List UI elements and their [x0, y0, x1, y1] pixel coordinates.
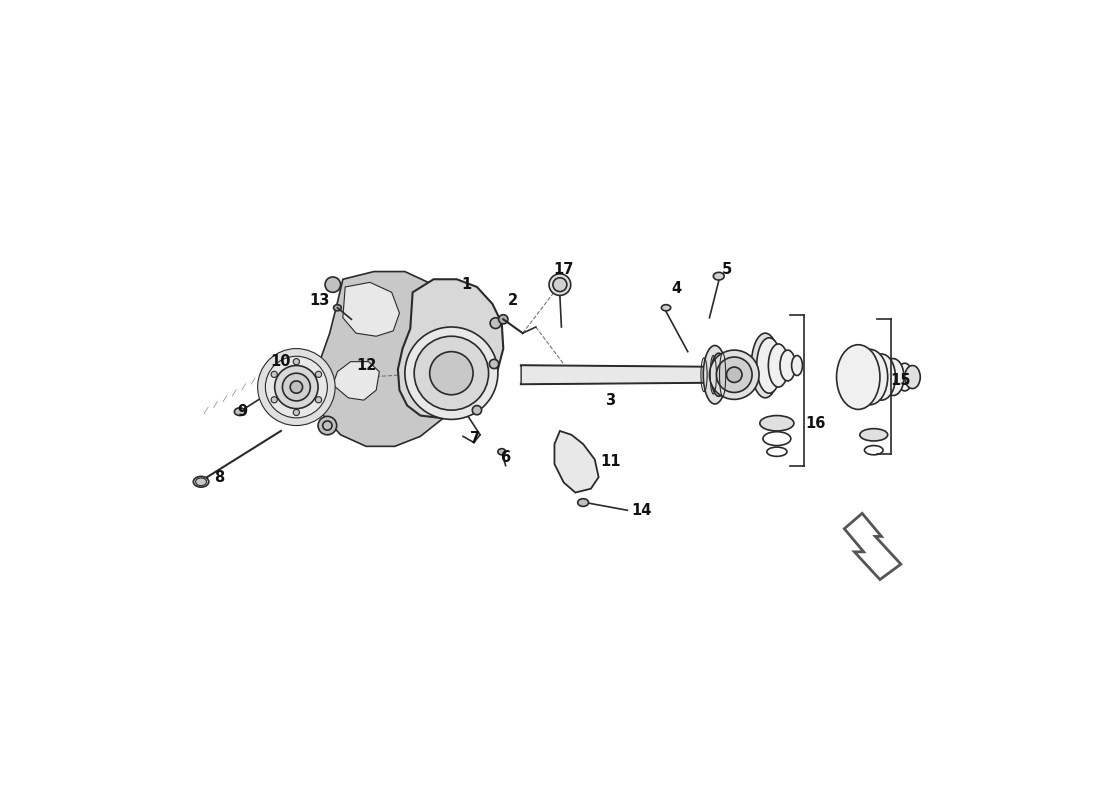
Ellipse shape	[852, 350, 888, 405]
Text: 7: 7	[470, 431, 480, 446]
Ellipse shape	[405, 327, 498, 419]
Circle shape	[316, 371, 321, 378]
Ellipse shape	[491, 318, 501, 329]
Ellipse shape	[472, 406, 482, 414]
Text: 3: 3	[605, 393, 615, 408]
Circle shape	[271, 397, 277, 403]
Ellipse shape	[703, 346, 726, 404]
Ellipse shape	[661, 305, 671, 311]
Ellipse shape	[194, 476, 209, 487]
Ellipse shape	[430, 352, 473, 394]
Polygon shape	[398, 279, 504, 418]
Ellipse shape	[726, 367, 742, 382]
Text: 17: 17	[553, 262, 574, 277]
Text: 13: 13	[309, 293, 330, 307]
Circle shape	[294, 358, 299, 365]
Ellipse shape	[415, 336, 488, 410]
Ellipse shape	[896, 363, 913, 391]
Text: 5: 5	[722, 262, 732, 277]
Ellipse shape	[326, 277, 341, 292]
Ellipse shape	[234, 408, 245, 415]
Ellipse shape	[844, 348, 862, 406]
Ellipse shape	[836, 345, 880, 410]
Ellipse shape	[713, 272, 724, 280]
Circle shape	[294, 410, 299, 415]
Ellipse shape	[490, 359, 498, 369]
Ellipse shape	[265, 356, 328, 418]
Text: 1: 1	[462, 277, 472, 292]
Ellipse shape	[792, 355, 802, 375]
Ellipse shape	[318, 416, 337, 435]
Text: 6: 6	[500, 450, 510, 466]
Ellipse shape	[760, 415, 794, 431]
Ellipse shape	[710, 350, 759, 399]
Polygon shape	[343, 282, 399, 336]
Ellipse shape	[751, 333, 779, 398]
Ellipse shape	[553, 278, 566, 291]
Ellipse shape	[578, 498, 588, 506]
Text: 16: 16	[805, 416, 826, 430]
Text: 4: 4	[671, 281, 681, 296]
Polygon shape	[333, 362, 380, 400]
Polygon shape	[554, 431, 598, 493]
Text: 15: 15	[891, 374, 911, 389]
Ellipse shape	[549, 274, 571, 295]
Polygon shape	[521, 366, 715, 384]
Ellipse shape	[780, 350, 795, 381]
Ellipse shape	[275, 366, 318, 409]
Text: 9: 9	[238, 404, 248, 419]
Polygon shape	[317, 271, 462, 446]
Polygon shape	[845, 514, 901, 579]
Ellipse shape	[290, 381, 303, 394]
Ellipse shape	[716, 357, 752, 393]
Ellipse shape	[498, 449, 506, 455]
Circle shape	[271, 371, 277, 378]
Text: 2: 2	[508, 293, 518, 307]
Ellipse shape	[283, 373, 310, 401]
Ellipse shape	[868, 354, 895, 400]
Ellipse shape	[333, 305, 341, 311]
Text: 11: 11	[600, 454, 620, 470]
Ellipse shape	[257, 349, 336, 426]
Text: 14: 14	[631, 502, 651, 518]
Ellipse shape	[498, 314, 508, 324]
Ellipse shape	[463, 410, 470, 416]
Circle shape	[316, 397, 321, 403]
Text: 12: 12	[356, 358, 376, 373]
Ellipse shape	[882, 358, 904, 395]
Ellipse shape	[904, 366, 921, 389]
Ellipse shape	[860, 429, 888, 441]
Text: 10: 10	[271, 354, 292, 369]
Text: 8: 8	[213, 470, 224, 485]
Ellipse shape	[757, 338, 781, 394]
Ellipse shape	[711, 353, 726, 396]
Ellipse shape	[768, 344, 789, 387]
